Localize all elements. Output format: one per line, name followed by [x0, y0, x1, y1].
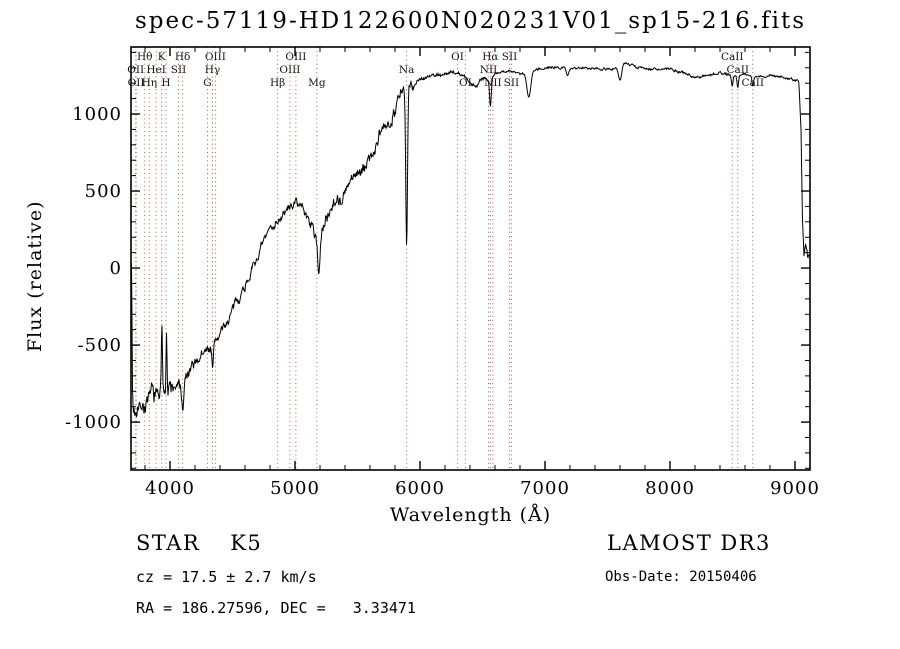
spectral-line-label: OIII	[205, 51, 226, 63]
spectral-line-label: OIII	[279, 64, 300, 76]
spectral-line-label: NII	[480, 64, 497, 76]
spectral-line-label: HeI	[146, 64, 166, 76]
spectral-line-label: SII	[504, 77, 520, 89]
spectral-line-label: SII	[171, 64, 187, 76]
object-class: STAR	[136, 531, 201, 555]
radial-velocity: cz = 17.5 ± 2.7 km/s	[136, 568, 317, 586]
spectral-line-label: Hδ	[175, 51, 190, 63]
spectral-line-label: G	[203, 77, 211, 89]
spectral-line-label: Mg	[308, 77, 326, 89]
object-classification: STAR K5	[136, 531, 262, 555]
spectral-line-label: CaII	[721, 51, 744, 63]
x-tick-label: 8000	[645, 478, 695, 499]
observation-date: Obs-Date: 20150406	[605, 569, 757, 585]
spectral-line-label: CaII	[726, 64, 749, 76]
x-axis-label: Wavelength (Å)	[389, 504, 552, 526]
survey-release: LAMOST DR3	[607, 531, 771, 555]
spectrum-trace	[130, 61, 811, 419]
spectral-line-label: Na	[399, 64, 414, 76]
spectral-line-label: OII	[127, 64, 144, 76]
y-tick-label: -1000	[65, 412, 122, 433]
y-tick-label: -500	[78, 335, 122, 356]
object-subclass: K5	[230, 531, 263, 555]
y-tick-label: 500	[85, 181, 122, 202]
spectral-line-label: OII	[128, 77, 145, 89]
spectral-line-label: NII	[484, 77, 501, 89]
spectral-line-label: Hγ	[205, 64, 220, 76]
y-tick-label: 0	[110, 258, 122, 279]
plot-frame	[130, 46, 811, 471]
spectral-line-label: OI	[459, 77, 472, 89]
x-tick-label: 4000	[145, 478, 195, 499]
spectral-line-label: OI	[451, 51, 464, 63]
spectral-line-label: CaII	[741, 77, 764, 89]
spectral-line-label: Hθ	[137, 51, 152, 63]
spectral-line-label: H	[161, 77, 170, 89]
spectral-line-label: OIII	[285, 51, 306, 63]
x-tick-label: 9000	[770, 478, 820, 499]
x-tick-label: 6000	[395, 478, 445, 499]
spectral-line-label: K	[158, 51, 166, 63]
x-tick-label: 7000	[520, 478, 570, 499]
spectral-line-label: Hβ	[270, 77, 285, 89]
y-tick-label: 1000	[72, 104, 122, 125]
plot-title: spec-57119-HD122600N020231V01_sp15-216.f…	[134, 8, 807, 34]
coordinates: RA = 186.27596, DEC = 3.33471	[136, 599, 416, 617]
x-tick-label: 5000	[270, 478, 320, 499]
spectral-line-label: Hα	[482, 51, 498, 63]
spectral-line-label: SII	[502, 51, 518, 63]
spectral-line-label: Hη	[142, 77, 157, 89]
spectrum-plot: 4000 5000 6000 7000 8000 9000 -1000 -500 0 500 100…	[65, 46, 820, 499]
